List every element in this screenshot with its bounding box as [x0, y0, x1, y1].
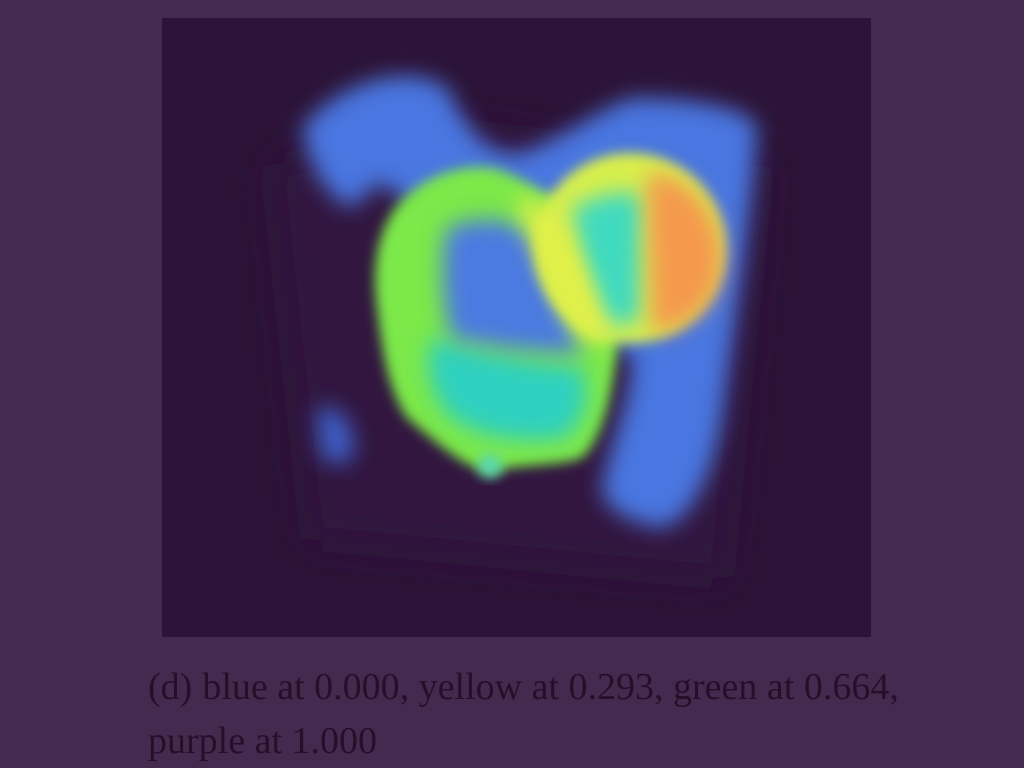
- figure-caption: (d) blue at 0.000, yellow at 0.293, green…: [148, 660, 908, 768]
- caption-text: blue at 0.000, yellow at 0.293, green at…: [148, 666, 899, 762]
- cyan-region: [428, 338, 586, 440]
- heatmap-render-image: [162, 18, 871, 637]
- orange-region: [647, 173, 722, 333]
- caption-label: (d): [148, 666, 193, 708]
- volume-render-svg: [272, 76, 762, 578]
- drip-region: [478, 454, 502, 478]
- yellow-streak-region: [517, 197, 612, 342]
